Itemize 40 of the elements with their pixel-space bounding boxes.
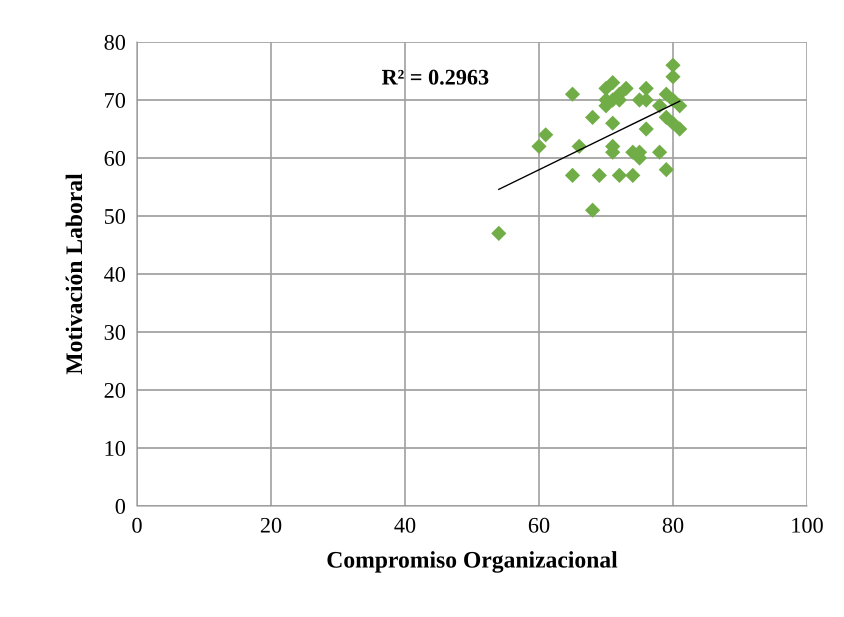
point — [491, 226, 506, 242]
annotation: R² = 0.2963 — [382, 70, 488, 85]
y-tick-label: 60 — [104, 150, 126, 166]
point — [658, 162, 674, 178]
point — [605, 116, 620, 131]
y-tick-label: 30 — [104, 324, 126, 340]
point — [672, 121, 688, 137]
point — [564, 168, 580, 184]
x-tick-label: 100 — [792, 518, 823, 533]
point — [531, 138, 547, 154]
x-tick-label: 40 — [394, 518, 416, 533]
y-tick-label: 40 — [104, 266, 126, 282]
point — [638, 80, 654, 96]
y-tick-label: 10 — [106, 440, 126, 456]
y-tick-label: 50 — [104, 208, 126, 224]
y-tick-label: 70 — [105, 92, 126, 108]
point — [592, 168, 607, 184]
y-axis-title: Motivación Laboral — [66, 174, 82, 374]
x-axis-title: Compromiso Organizacional — [327, 551, 618, 573]
point — [625, 168, 640, 184]
x-tick-label: 20 — [260, 518, 282, 533]
x-tick-label: 60 — [528, 518, 550, 533]
y-tick-label: 0 — [116, 498, 126, 514]
point — [618, 80, 634, 96]
point — [665, 92, 681, 108]
point — [584, 110, 600, 126]
point — [564, 86, 580, 102]
point — [638, 121, 654, 137]
point — [538, 127, 554, 142]
x-tick-label: 0 — [132, 518, 142, 533]
x-tick-label: 80 — [662, 518, 684, 533]
point — [652, 144, 668, 160]
point — [665, 58, 681, 73]
point — [652, 98, 668, 114]
y-tick-label: 20 — [104, 382, 126, 398]
point — [665, 69, 681, 84]
point — [584, 202, 600, 218]
point — [612, 168, 628, 184]
point — [605, 74, 620, 90]
y-tick-label: 80 — [104, 34, 126, 50]
